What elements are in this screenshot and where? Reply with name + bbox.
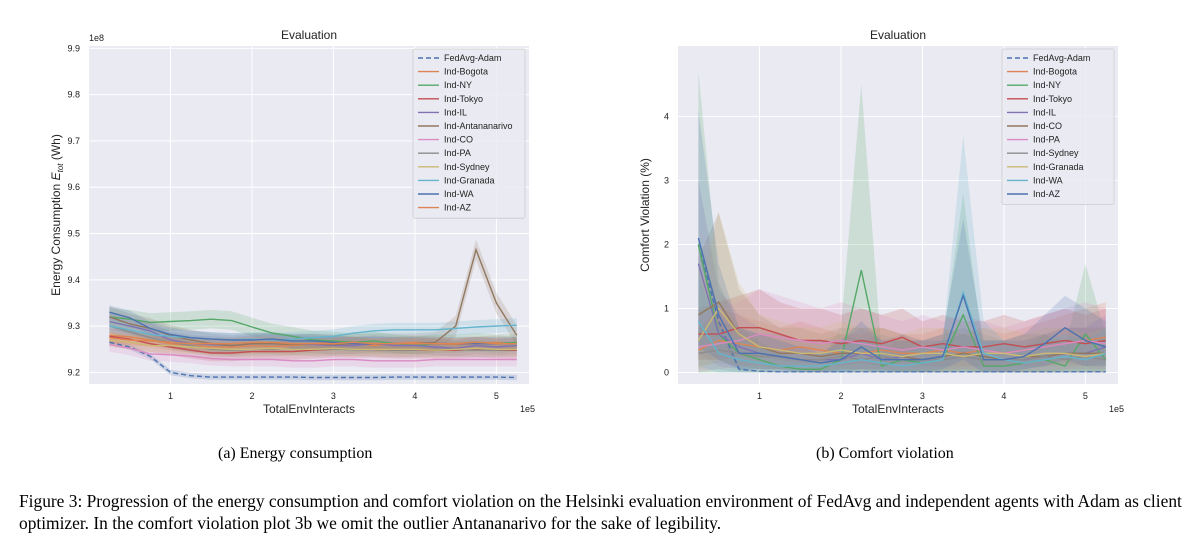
series-line-ind-il — [109, 320, 517, 350]
y-tick-label: 2 — [664, 239, 669, 249]
legend-label-fedavg-adam: FedAvg-Adam — [1033, 53, 1090, 63]
chart-title: Evaluation — [870, 28, 926, 42]
x-offset-label: 1e5 — [520, 404, 535, 414]
legend-label-ind-tokyo: Ind-Tokyo — [444, 94, 483, 104]
legend-label-ind-antananarivo: Ind-Antananarivo — [444, 121, 513, 131]
y-tick-label: 4 — [664, 111, 669, 121]
y-tick-label: 3 — [664, 175, 669, 185]
legend-label-ind-sydney: Ind-Sydney — [444, 162, 490, 172]
legend-label-ind-az: Ind-AZ — [1033, 189, 1061, 199]
y-tick-label: 9.4 — [67, 275, 80, 285]
band-ind-pa — [698, 289, 1106, 373]
series-line-ind-granada — [697, 307, 1106, 358]
legend-label-ind-il: Ind-IL — [444, 107, 467, 117]
legend-label-ind-co: Ind-CO — [1033, 121, 1062, 131]
legend-label-ind-wa: Ind-WA — [1033, 175, 1063, 185]
legend-label-ind-sydney: Ind-Sydney — [1033, 148, 1079, 158]
legend-label-ind-tokyo: Ind-Tokyo — [1033, 94, 1072, 104]
legend-label-ind-ny: Ind-NY — [444, 80, 472, 90]
y-tick-label: 1 — [664, 303, 669, 313]
series-line-ind-az — [109, 337, 517, 345]
series-line-ind-granada — [109, 324, 517, 341]
x-tick-label: 5 — [494, 391, 499, 401]
x-axis-label: TotalEnvInteracts — [852, 402, 944, 416]
x-tick-label: 2 — [249, 391, 254, 401]
x-tick-label: 1 — [168, 391, 173, 401]
legend-box — [1001, 48, 1115, 206]
series-line-fedavg-adam — [109, 341, 517, 379]
band-ind-bogota — [698, 302, 1106, 370]
y-offset-label: 1e8 — [89, 33, 104, 43]
legend-label-ind-pa: Ind-PA — [1033, 135, 1060, 145]
legend-label-ind-il: Ind-IL — [1033, 107, 1056, 117]
x-tick-label: 1 — [757, 391, 762, 401]
legend: FedAvg-Adam Ind-Bogota Ind-NY Ind-Tokyo Ind-… — [1001, 48, 1115, 206]
y-tick-label: 9.6 — [67, 182, 80, 192]
x-tick-label: 5 — [1083, 391, 1088, 401]
series-line-ind-sydney — [109, 339, 517, 351]
y-tick-label: 9.2 — [67, 367, 80, 377]
legend-label-ind-bogota: Ind-Bogota — [1033, 67, 1077, 77]
subfigure-label-a: (a) Energy consumption — [218, 445, 373, 462]
legend-label-ind-az: Ind-AZ — [444, 203, 472, 213]
legend-label-fedavg-adam: FedAvg-Adam — [444, 53, 501, 63]
chart-title: Evaluation — [281, 28, 337, 42]
y-tick-label: 9.7 — [67, 136, 80, 146]
legend-label-ind-ny: Ind-NY — [1033, 80, 1061, 90]
plot-series-group — [697, 71, 1107, 373]
legend-label-ind-co: Ind-CO — [444, 135, 473, 145]
figure-caption: Figure 3: Progression of the energy cons… — [19, 491, 1182, 533]
series-line-ind-co — [109, 343, 517, 362]
band-ind-granada — [698, 212, 1106, 373]
y-tick-label: 9.3 — [67, 321, 80, 331]
figure-canvas: 1 2 3 4 5 9.2 9.3 9.4 9.5 9.6 9.7 9.8 9.9 1e5 1e8 Evalu… — [49, 28, 1124, 416]
y-tick-label: 9.5 — [67, 229, 80, 239]
legend-label-ind-wa: Ind-WA — [444, 189, 474, 199]
x-tick-label: 3 — [331, 391, 336, 401]
series-line-ind-az — [697, 237, 1107, 364]
series-line-ind-tokyo — [698, 327, 1106, 348]
x-axis-label: TotalEnvInteracts — [263, 402, 355, 416]
band-fedavg-adam — [109, 339, 517, 381]
y-tick-label: 9.8 — [67, 90, 80, 100]
y-axis-label: Energy Consumption Etot (Wh) — [49, 134, 65, 296]
legend-label-ind-pa: Ind-PA — [444, 148, 471, 158]
legend-label-ind-granada: Ind-Granada — [1033, 162, 1084, 172]
x-tick-label: 4 — [412, 391, 417, 401]
legend-label-ind-granada: Ind-Granada — [444, 175, 495, 185]
legend-box — [412, 48, 526, 219]
energy-consumption-chart: 1 2 3 4 5 9.2 9.3 9.4 9.5 9.6 9.7 9.8 9.9 1e5 1e8 Evalu… — [49, 28, 535, 416]
band-ind-ny — [698, 71, 1106, 373]
legend-label-ind-bogota: Ind-Bogota — [444, 67, 488, 77]
x-offset-label: 1e5 — [1109, 404, 1124, 414]
x-tick-label: 4 — [1001, 391, 1006, 401]
series-line-ind-wa — [697, 290, 1107, 367]
comfort-violation-chart: 1 2 3 4 5 0 1 2 3 4 1e5 Evaluation TotalEnvInteracts… — [638, 28, 1124, 416]
x-tick-label: 3 — [920, 391, 925, 401]
plot-series-group — [109, 239, 518, 381]
band-ind-granada — [109, 318, 517, 347]
band-ind-co — [698, 212, 1106, 373]
y-tick-label: 9.9 — [67, 43, 80, 53]
y-tick-label: 0 — [664, 367, 669, 377]
subfigure-label-b: (b) Comfort violation — [816, 445, 954, 462]
legend: FedAvg-Adam Ind-Bogota Ind-NY Ind-Tokyo Ind-… — [412, 48, 526, 219]
y-axis-label: Comfort Violation (%) — [638, 158, 652, 272]
band-ind-wa — [698, 135, 1106, 373]
x-tick-label: 2 — [838, 391, 843, 401]
